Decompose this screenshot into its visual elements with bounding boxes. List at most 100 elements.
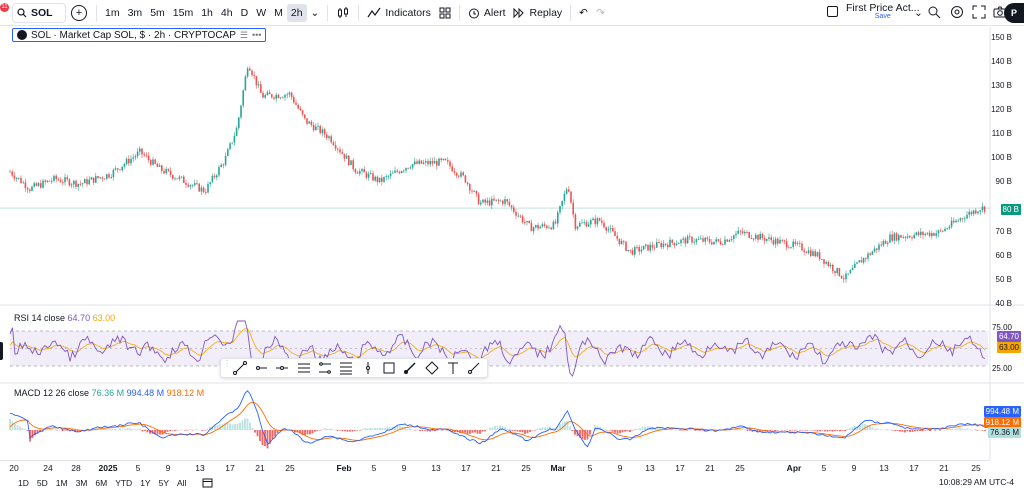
chart-canvas[interactable] <box>0 27 1024 460</box>
macd-histogram-bar <box>206 428 209 430</box>
macd-histogram-bar <box>756 430 759 433</box>
macd-histogram-bar <box>941 429 944 430</box>
horizontal-line-tool[interactable] <box>272 359 293 377</box>
symbol-search[interactable]: SOL <box>12 2 66 23</box>
candle-body <box>154 159 156 164</box>
range-1d[interactable]: 1D <box>18 478 29 488</box>
undo-button[interactable]: ↶ <box>575 4 592 22</box>
candle-body <box>900 235 902 238</box>
drag-handle-icon[interactable]: ⋮ <box>223 359 231 368</box>
legend-menu-icon[interactable]: ☰ <box>239 29 248 40</box>
candle-body <box>673 242 676 246</box>
macd-histogram-bar <box>306 430 309 435</box>
candle-body <box>110 177 112 178</box>
ray-icon <box>255 366 267 370</box>
interval-dropdown-chevron-icon[interactable]: ⌄ <box>310 6 320 19</box>
interval-5m[interactable]: 5m <box>150 6 165 19</box>
notification-badge[interactable]: 11 <box>0 3 9 12</box>
macd-histogram-bar <box>186 430 189 431</box>
rsi-legend[interactable]: RSI 14 close 64.70 63.00 <box>14 313 115 323</box>
pattern-tool[interactable] <box>421 359 442 377</box>
text-tool[interactable] <box>442 359 463 377</box>
interval-M[interactable]: M <box>274 6 283 19</box>
macd-histogram-bar <box>374 427 376 430</box>
candle-body <box>458 175 460 177</box>
fullscreen-button[interactable] <box>972 5 986 22</box>
symbol-legend[interactable]: SOL · Market Cap SOL, $ · 2h · CRYPTOCAP… <box>12 28 267 42</box>
interval-3m[interactable]: 3m <box>127 6 143 19</box>
parallel-channel-tool[interactable] <box>293 359 314 377</box>
range-6m[interactable]: 6M <box>95 478 108 488</box>
macd-histogram-bar <box>879 429 881 431</box>
interval-15m[interactable]: 15m <box>172 6 194 19</box>
trend-line-tool[interactable] <box>229 359 250 377</box>
layout-name-button[interactable]: First Price Act... Save <box>846 3 920 20</box>
candle-body <box>810 250 812 256</box>
fib-retracement-tool[interactable] <box>336 359 357 377</box>
quick-search-button[interactable] <box>927 5 941 22</box>
interval-2h[interactable]: 2h <box>286 3 307 22</box>
macd-histogram-bar <box>14 423 16 430</box>
layout-chevron-icon[interactable]: ⌄ <box>914 7 923 19</box>
replay-button[interactable]: Replay <box>509 4 566 22</box>
settings-button[interactable] <box>950 5 964 22</box>
range-ytd[interactable]: YTD <box>115 478 133 488</box>
sidebar-toggle-handle[interactable] <box>0 342 3 360</box>
ray-tool[interactable] <box>250 359 271 377</box>
more-options-icon[interactable]: ••• <box>251 30 262 40</box>
compare-add-icon[interactable]: + <box>71 4 87 21</box>
vertical-line-tool[interactable] <box>357 359 378 377</box>
candle-body <box>981 206 984 211</box>
clock-text[interactable]: 10:08:29 AM UTC-4 <box>938 477 1014 487</box>
macd-legend[interactable]: MACD 12 26 close 76.36 M 994.48 M 918.12… <box>14 388 204 398</box>
date-range-button[interactable] <box>202 477 213 490</box>
ruler-tool[interactable] <box>464 359 485 377</box>
layout-checkbox[interactable] <box>827 6 838 17</box>
interval-W[interactable]: W <box>256 6 267 19</box>
candle-body <box>755 234 757 239</box>
top-toolbar: 11 SOL + 1m 3m 5m 15m 1h 4h D W M 2h ⌄ Indicators… <box>0 0 1024 26</box>
candle-body <box>603 222 605 228</box>
macd-histogram-bar <box>431 430 434 431</box>
macd-histogram-bar <box>504 427 506 430</box>
chart-type-button[interactable] <box>332 3 354 23</box>
pitchfork-tool[interactable] <box>314 359 335 377</box>
avatar[interactable]: P <box>1004 3 1024 23</box>
templates-button[interactable] <box>435 4 455 22</box>
interval-D[interactable]: D <box>240 6 249 19</box>
indicators-button[interactable]: Indicators <box>363 4 435 22</box>
candle-body <box>169 170 172 176</box>
interval-4h[interactable]: 4h <box>220 6 233 19</box>
rsi-ma-tag: 63.00 <box>996 342 1021 353</box>
alert-button[interactable]: Alert <box>464 4 510 22</box>
interval-1m[interactable]: 1m <box>105 6 120 19</box>
range-1y[interactable]: 1Y <box>140 478 151 488</box>
range-5d[interactable]: 5D <box>36 478 48 488</box>
macd-histogram-bar <box>421 430 424 431</box>
interval-1h[interactable]: 1h <box>201 6 213 19</box>
candle-body <box>803 250 805 253</box>
macd-histogram-bar <box>329 428 331 430</box>
rectangle-tool[interactable] <box>378 359 399 377</box>
candle-body <box>97 176 99 179</box>
rsi-ma-line <box>9 328 986 360</box>
redo-button[interactable]: ↷ <box>592 4 609 22</box>
macd-histogram-bar <box>301 430 304 436</box>
chart-area[interactable] <box>0 27 1024 460</box>
macd-histogram-bar <box>571 430 574 432</box>
candle-body <box>860 260 863 263</box>
candle-body <box>86 179 88 185</box>
macd-histogram-bar <box>434 430 436 432</box>
range-all[interactable]: All <box>177 478 187 488</box>
range-3m[interactable]: 3M <box>75 478 88 488</box>
range-5y[interactable]: 5Y <box>158 478 169 488</box>
brush-tool[interactable] <box>400 359 421 377</box>
range-1m[interactable]: 1M <box>55 478 68 488</box>
candle-body <box>416 161 418 164</box>
macd-histogram-bar <box>944 429 946 431</box>
candle-body <box>383 177 385 182</box>
time-axis[interactable]: 20 24 28 2025 5 9 13 17 21 25 Feb 5 9 13 17 21 25 Mar 5 9 13… <box>0 460 990 474</box>
macd-histogram-bar <box>341 430 344 432</box>
grid-icon <box>439 7 451 18</box>
price-label: 90 B <box>995 177 1012 186</box>
